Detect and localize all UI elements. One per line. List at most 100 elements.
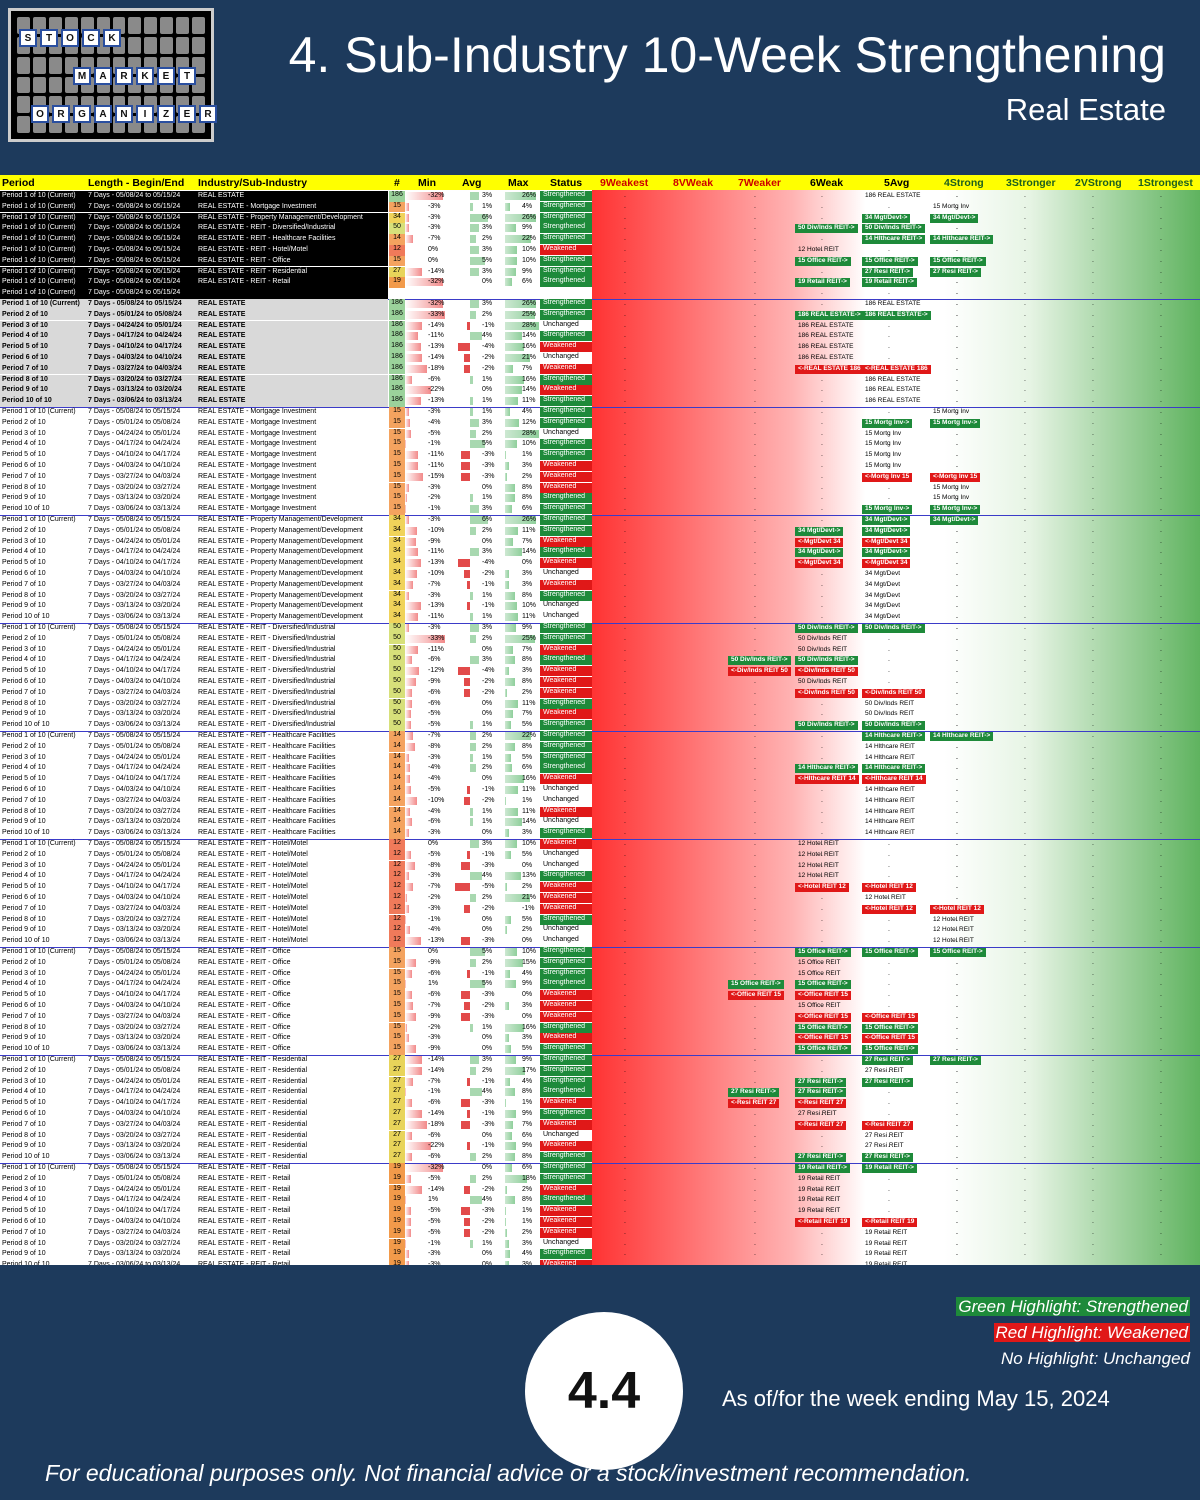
count-cell: 19 xyxy=(389,1184,405,1196)
placeholder-dot: . xyxy=(1024,732,1026,739)
count-cell: 27 xyxy=(389,1076,405,1088)
placeholder-dot: . xyxy=(1092,278,1094,286)
avg-bar xyxy=(467,602,470,611)
table-row: Period 8 of 10 7 Days - 03/20/24 to 03/27… xyxy=(0,698,1200,710)
table-cell: REAL ESTATE - REIT - Healthcare Faciliti… xyxy=(198,807,336,815)
table-cell: 8% xyxy=(522,656,533,664)
placeholder-dot: . xyxy=(1092,1164,1094,1171)
placeholder-dot: . xyxy=(1160,321,1162,329)
placeholder-dot: . xyxy=(956,775,958,783)
placeholder-dot: . xyxy=(888,570,890,577)
placeholder-dot: . xyxy=(624,300,626,307)
avg-bar xyxy=(464,678,470,686)
table-cell: REAL ESTATE xyxy=(198,375,246,383)
placeholder-dot: . xyxy=(1160,343,1162,351)
strength-label: 186 REAL ESTATE xyxy=(798,332,854,340)
logo-letter: I xyxy=(136,105,154,123)
max-bar xyxy=(505,1207,507,1216)
strength-label: <-Div/Inds REIT 50 xyxy=(862,688,925,698)
status-badge: Weakened xyxy=(540,1227,592,1238)
placeholder-dot: . xyxy=(1024,1142,1026,1150)
max-bar xyxy=(505,246,517,254)
placeholder-dot: . xyxy=(754,256,756,264)
min-bar xyxy=(405,354,422,362)
logo-letter: M xyxy=(73,67,91,85)
table-cell: -8% xyxy=(428,861,441,869)
table-cell: -1% xyxy=(428,440,441,448)
table-cell: -1% xyxy=(428,1088,441,1096)
status-badge: Weakened xyxy=(540,342,592,353)
table-cell: 7 Days - 03/27/24 to 04/03/24 xyxy=(88,1012,181,1020)
max-bar xyxy=(505,1023,525,1032)
placeholder-dot: . xyxy=(1092,1261,1094,1265)
placeholder-dot: . xyxy=(1024,516,1026,523)
table-cell: 0% xyxy=(482,1250,493,1258)
placeholder-dot: . xyxy=(624,202,626,210)
count-cell: 14 xyxy=(389,806,405,818)
table-cell: REAL ESTATE - REIT - Diversified/Industr… xyxy=(198,688,336,696)
placeholder-dot: . xyxy=(956,494,958,502)
placeholder-dot: . xyxy=(956,1066,958,1074)
placeholder-dot: . xyxy=(1024,570,1026,577)
placeholder-dot: . xyxy=(821,1196,823,1204)
status-badge: Strengthened xyxy=(540,655,592,666)
max-bar xyxy=(505,1120,514,1129)
table-cell: 8% xyxy=(522,678,533,685)
strength-label: <-Office REIT 15 xyxy=(862,1034,919,1044)
table-cell: 7 Days - 03/20/24 to 03/27/24 xyxy=(88,807,181,815)
logo-letter: C xyxy=(82,29,100,47)
placeholder-dot: . xyxy=(956,548,958,556)
placeholder-dot: . xyxy=(956,980,958,988)
placeholder-dot: . xyxy=(821,408,823,415)
avg-bar xyxy=(470,1066,476,1075)
placeholder-dot: . xyxy=(1160,418,1162,426)
min-bar xyxy=(405,645,419,654)
placeholder-dot: . xyxy=(956,1012,958,1020)
avg-bar xyxy=(470,526,476,535)
strength-label: 15 Mortg Inv xyxy=(865,462,902,469)
placeholder-dot: . xyxy=(754,300,756,307)
min-bar xyxy=(405,624,409,632)
column-header: 2VStrong xyxy=(1075,177,1122,189)
table-cell: REAL ESTATE - REIT - Office xyxy=(198,1002,291,1009)
max-bar xyxy=(505,721,511,730)
placeholder-dot: . xyxy=(1160,580,1162,588)
table-cell: -1% xyxy=(428,505,441,513)
column-header: 9Weakest xyxy=(600,177,649,189)
placeholder-dot: . xyxy=(624,386,626,394)
strength-label: 186 REAL ESTATE xyxy=(865,300,921,307)
min-bar xyxy=(405,991,413,1000)
max-bar xyxy=(505,796,507,805)
table-cell: 7 Days - 05/08/24 to 05/15/24 xyxy=(88,624,181,631)
strength-label: 15 Office REIT-> xyxy=(795,948,851,957)
placeholder-dot: . xyxy=(956,1239,958,1247)
table-cell: REAL ESTATE - REIT - Healthcare Faciliti… xyxy=(198,753,336,761)
placeholder-dot: . xyxy=(888,1174,890,1182)
placeholder-dot: . xyxy=(754,753,756,761)
placeholder-dot: . xyxy=(956,818,958,826)
placeholder-dot: . xyxy=(956,602,958,610)
table-cell: REAL ESTATE - REIT - Office xyxy=(198,256,291,264)
min-bar xyxy=(405,1088,407,1097)
min-bar xyxy=(405,861,415,870)
placeholder-dot: . xyxy=(956,192,958,199)
avg-bar xyxy=(470,753,473,762)
table-cell: -3% xyxy=(428,829,441,837)
placeholder-dot: . xyxy=(624,980,626,988)
table-row: Period 10 of 10 7 Days - 03/06/24 to 03/1… xyxy=(0,1044,1200,1055)
placeholder-dot: . xyxy=(624,408,626,415)
placeholder-dot: . xyxy=(956,580,958,588)
status-badge: Unchanged xyxy=(540,1238,592,1249)
placeholder-dot: . xyxy=(821,397,823,405)
max-bar xyxy=(505,850,511,859)
placeholder-dot: . xyxy=(1024,202,1026,210)
placeholder-dot: . xyxy=(1024,1120,1026,1128)
placeholder-dot: . xyxy=(1024,937,1026,945)
placeholder-dot: . xyxy=(1160,1250,1162,1258)
placeholder-dot: . xyxy=(624,775,626,783)
table-cell: -13% xyxy=(428,559,445,567)
logo-letter: O xyxy=(31,105,49,123)
count-cell: 15 xyxy=(389,990,405,1001)
placeholder-dot: . xyxy=(624,440,626,448)
table-cell: 7 Days - 05/08/24 to 05/15/24 xyxy=(88,1056,181,1063)
